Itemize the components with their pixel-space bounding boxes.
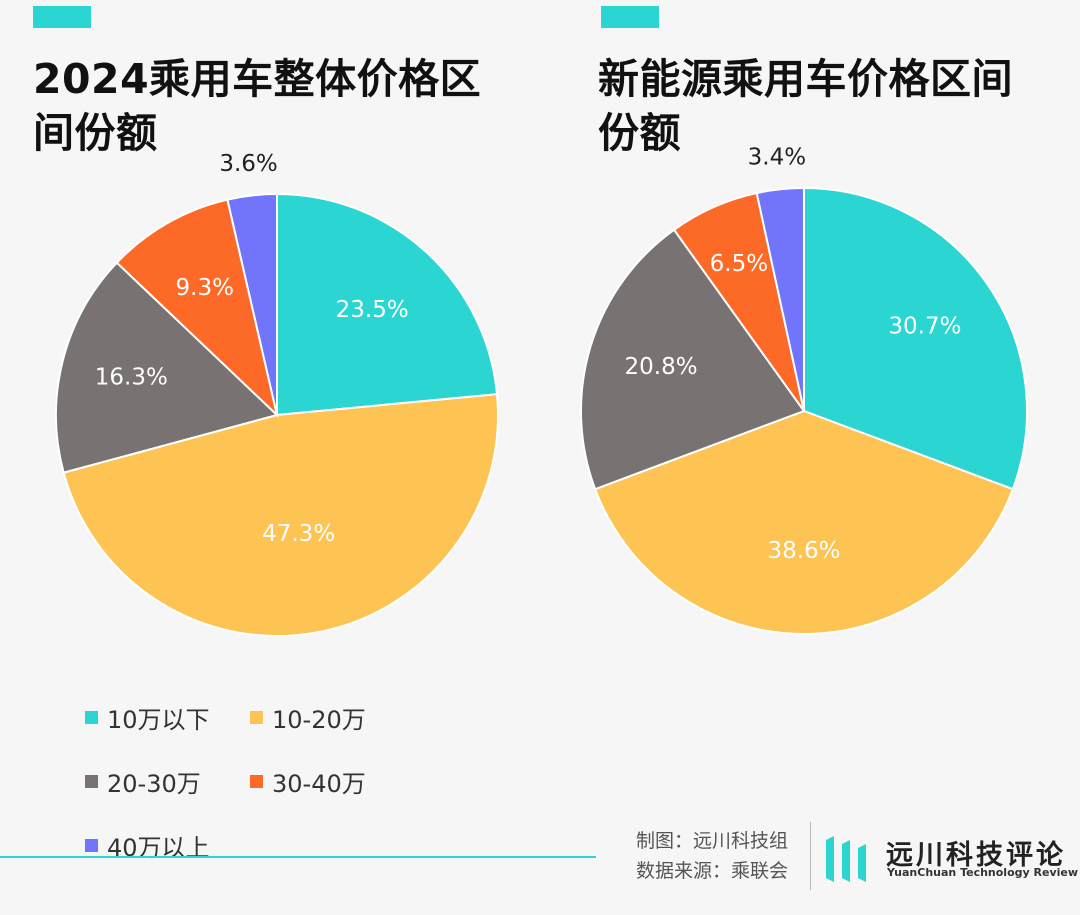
credits: 制图：远川科技组 数据来源：乘联会 xyxy=(636,826,788,886)
pie-chart-nev: 30.7% 38.6% 20.8% 6.5% 3.4% xyxy=(580,145,1028,635)
pie-label-10-20w: 38.6% xyxy=(767,538,840,564)
legend-item-under-10w: 10万以下 xyxy=(85,700,250,734)
legend-label: 10-20万 xyxy=(272,705,366,734)
pie-slice-under-10w xyxy=(803,186,1028,491)
pie-label-10-20w: 47.3% xyxy=(262,521,335,547)
legend-swatch xyxy=(85,838,98,852)
footer-divider-line xyxy=(0,856,596,858)
chart-title-nev: 新能源乘用车价格区间份额 xyxy=(598,55,1013,157)
brand-separator xyxy=(810,822,811,890)
legend-swatch xyxy=(250,774,263,788)
legend-item-20-30w: 20-30万 xyxy=(85,764,250,798)
legend-label: 20-30万 xyxy=(107,769,201,798)
brand-name: 远川科技评论 xyxy=(886,840,1066,871)
chart-legend: 10万以下 10-20万 20-30万 30-40万 40万以上 xyxy=(85,700,555,862)
pie-slice-over-40w xyxy=(755,186,805,412)
pie-label-30-40w: 9.3% xyxy=(176,275,234,301)
pie-slice-10-20w xyxy=(593,409,1015,635)
pie-slice-20-30w xyxy=(580,228,806,491)
brand-logo-icon xyxy=(826,836,866,882)
brand-subtitle: YuanChuan Technology Review xyxy=(887,866,1079,879)
pie-label-under-10w: 23.5% xyxy=(336,297,409,323)
pie-slice-30-40w xyxy=(115,198,279,419)
pie-label-under-10w: 30.7% xyxy=(888,314,961,340)
legend-item-30-40w: 30-40万 xyxy=(250,764,415,798)
legend-label: 30-40万 xyxy=(272,769,366,798)
pie-label-over-40w: 3.4% xyxy=(748,145,806,171)
chart-title-overall: 2024乘用车整体价格区间份额 xyxy=(33,55,482,157)
left-accent-bar xyxy=(33,6,91,28)
pie-slice-20-30w xyxy=(55,261,279,474)
pie-label-over-40w: 3.6% xyxy=(219,151,277,177)
pie-label-20-30w: 20.8% xyxy=(625,354,698,380)
right-accent-bar xyxy=(601,6,659,28)
pie-slice-under-10w xyxy=(276,192,499,417)
legend-swatch xyxy=(250,710,263,724)
pie-chart-overall: 23.5% 47.3% 16.3% 9.3% 3.6% xyxy=(55,151,499,637)
legend-label: 10万以下 xyxy=(107,705,210,734)
legend-item-10-20w: 10-20万 xyxy=(250,700,415,734)
legend-swatch xyxy=(85,710,98,724)
pie-slice-over-40w xyxy=(226,192,278,416)
pie-label-20-30w: 16.3% xyxy=(95,365,168,391)
data-source-credit: 数据来源：乘联会 xyxy=(636,860,789,882)
chart-credit: 制图：远川科技组 xyxy=(636,830,789,852)
legend-swatch xyxy=(85,774,98,788)
pie-label-30-40w: 6.5% xyxy=(710,251,768,277)
pie-slice-10-20w xyxy=(62,393,499,637)
